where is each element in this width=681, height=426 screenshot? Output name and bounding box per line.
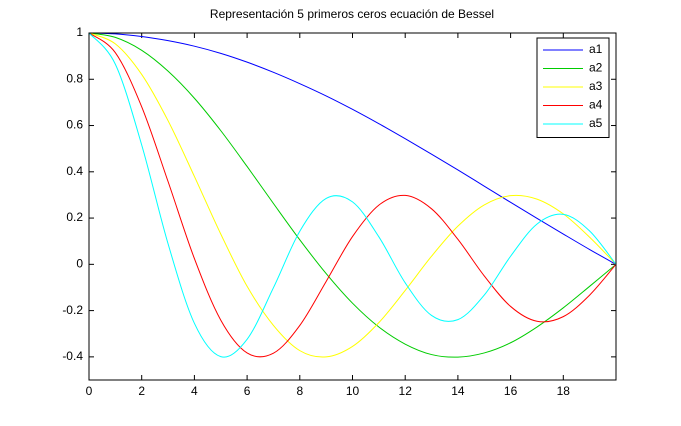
- series-line: [88, 32, 617, 358]
- legend: a1 a2 a3 a4 a5: [536, 37, 610, 138]
- legend-label: a5: [589, 116, 603, 130]
- y-tick-label: 0.6: [66, 118, 83, 132]
- y-tick-label: 0: [76, 257, 83, 271]
- legend-label: a4: [589, 98, 603, 112]
- series-line: [88, 32, 617, 358]
- y-tick-label: 1: [76, 25, 83, 39]
- legend-box: [536, 37, 610, 138]
- y-tick-label: 0.8: [66, 71, 83, 85]
- x-tick-label: 8: [296, 384, 303, 398]
- x-tick-label: 4: [191, 384, 198, 398]
- series-line: [88, 32, 617, 358]
- y-tick-label: -0.2: [62, 303, 83, 317]
- legend-label: a3: [589, 79, 603, 93]
- legend-label: a2: [589, 61, 603, 75]
- x-tick-label: 6: [244, 384, 251, 398]
- axes-frame: [88, 32, 617, 381]
- y-tick-label: -0.4: [62, 349, 83, 363]
- series-line: [88, 32, 617, 265]
- x-tick-label: 14: [451, 384, 465, 398]
- chart-title: Representación 5 primeros ceros ecuación…: [210, 7, 494, 21]
- x-tick-label: 18: [557, 384, 571, 398]
- series-line: [88, 32, 617, 358]
- x-tick-label: 2: [138, 384, 145, 398]
- x-tick-label: 0: [86, 384, 93, 398]
- x-tick-label: 16: [504, 384, 518, 398]
- legend-label: a1: [589, 42, 603, 56]
- x-tick-label: 10: [346, 384, 360, 398]
- y-tick-label: 0.4: [66, 164, 83, 178]
- y-tick-label: 0.2: [66, 210, 83, 224]
- x-tick-label: 12: [399, 384, 413, 398]
